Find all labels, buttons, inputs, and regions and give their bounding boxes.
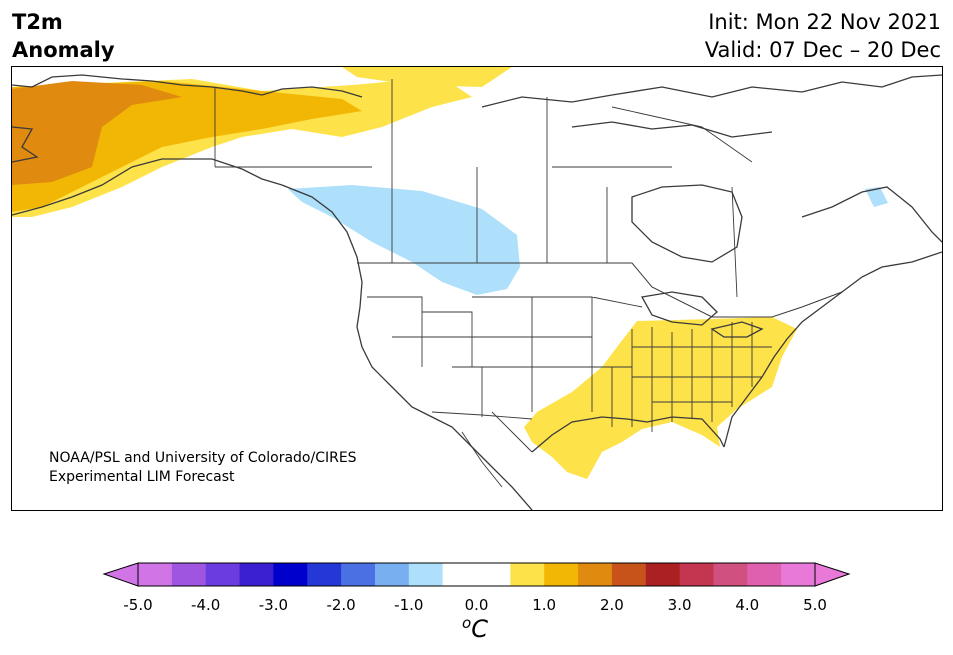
- mexico-borders: [431, 411, 533, 488]
- warm-anomaly-southeast: [524, 317, 797, 479]
- colorbar-segment: [578, 563, 613, 586]
- colorbar-segment: [442, 563, 477, 586]
- valid-dates: Valid: 07 Dec – 20 Dec: [704, 38, 941, 62]
- title-line-1: T2m: [12, 10, 63, 34]
- colorbar-segment: [747, 563, 782, 586]
- arctic-islands: [481, 74, 942, 138]
- colorbar-tick-label: 3.0: [667, 596, 692, 614]
- colorbar-tick-label: -2.0: [326, 596, 356, 614]
- coastlines-and-borders: [12, 74, 942, 510]
- colorbar-segment: [408, 563, 444, 586]
- great-lakes: [640, 291, 764, 338]
- colorbar-tick-label: 4.0: [735, 596, 760, 614]
- colorbar-segment: [205, 563, 241, 586]
- atlantic-coast: [723, 251, 942, 448]
- colorbar-segment: [374, 563, 410, 586]
- colorbar-segment: [476, 563, 511, 586]
- units-superscript: o: [462, 614, 472, 632]
- colorbar-segments: [138, 563, 816, 586]
- colorbar-tick-label: 5.0: [803, 596, 827, 614]
- cool-anomaly-canada: [288, 185, 520, 295]
- colorbar-segment: [679, 563, 714, 586]
- colorbar-tick-label: 2.0: [599, 596, 624, 614]
- anomaly-shading: [12, 67, 888, 479]
- colorbar-segment: [611, 563, 647, 586]
- colorbar-segment: [171, 563, 207, 586]
- alaska-coast: [12, 74, 363, 216]
- colorbar-segment: [341, 563, 376, 586]
- colorbar-segment: [138, 563, 173, 586]
- forecast-dates: Init: Mon 22 Nov 2021 Valid: 07 Dec – 20…: [705, 8, 941, 64]
- hudson-bay: [631, 184, 743, 263]
- warm-anomaly-alaska-strong: [12, 81, 182, 185]
- map-panel: [11, 66, 943, 511]
- credit-line-1: NOAA/PSL and University of Colorado/CIRE…: [49, 450, 357, 466]
- anomaly-map: [12, 67, 942, 510]
- colorbar-segment: [645, 563, 681, 586]
- colorbar-segment: [510, 563, 545, 586]
- units-base: C: [471, 615, 488, 643]
- colorbar-tick-label: 1.0: [532, 596, 557, 614]
- province-borders: [214, 79, 753, 298]
- cool-anomaly-labrador: [865, 187, 888, 207]
- credit-text: NOAA/PSL and University of Colorado/CIRE…: [49, 449, 357, 487]
- credit-line-2: Experimental LIM Forecast: [49, 469, 235, 485]
- colorbar-segment: [544, 563, 579, 586]
- colorbar-units: oC: [462, 614, 488, 643]
- chart-title: T2m Anomaly: [12, 8, 115, 64]
- colorbar-under-arrow: [102, 562, 139, 587]
- colorbar-tick-label: -4.0: [191, 596, 221, 614]
- init-date: Init: Mon 22 Nov 2021: [708, 10, 941, 34]
- canada-us-border: [357, 262, 843, 318]
- colorbar-segment: [273, 563, 308, 586]
- title-line-2: Anomaly: [12, 38, 115, 62]
- colorbar-segment: [781, 563, 816, 586]
- colorbar-tick-label: -1.0: [394, 596, 424, 614]
- labrador-coast: [801, 186, 942, 243]
- colorbar-segment: [713, 563, 748, 586]
- us-state-borders: [367, 296, 772, 432]
- colorbar-over-arrow: [814, 562, 851, 587]
- warm-anomaly-north-strip: [342, 67, 512, 87]
- colorbar-segment: [239, 563, 274, 586]
- colorbar-tick-label: 0.0: [464, 596, 489, 614]
- colorbar: [102, 562, 851, 587]
- colorbar-outline: [137, 562, 816, 587]
- gulf-coast: [531, 416, 725, 453]
- colorbar-tick-label: -5.0: [123, 596, 153, 614]
- pacific-coast: [281, 184, 533, 510]
- colorbar-segment: [307, 563, 342, 586]
- colorbar-tick-label: -3.0: [258, 596, 289, 614]
